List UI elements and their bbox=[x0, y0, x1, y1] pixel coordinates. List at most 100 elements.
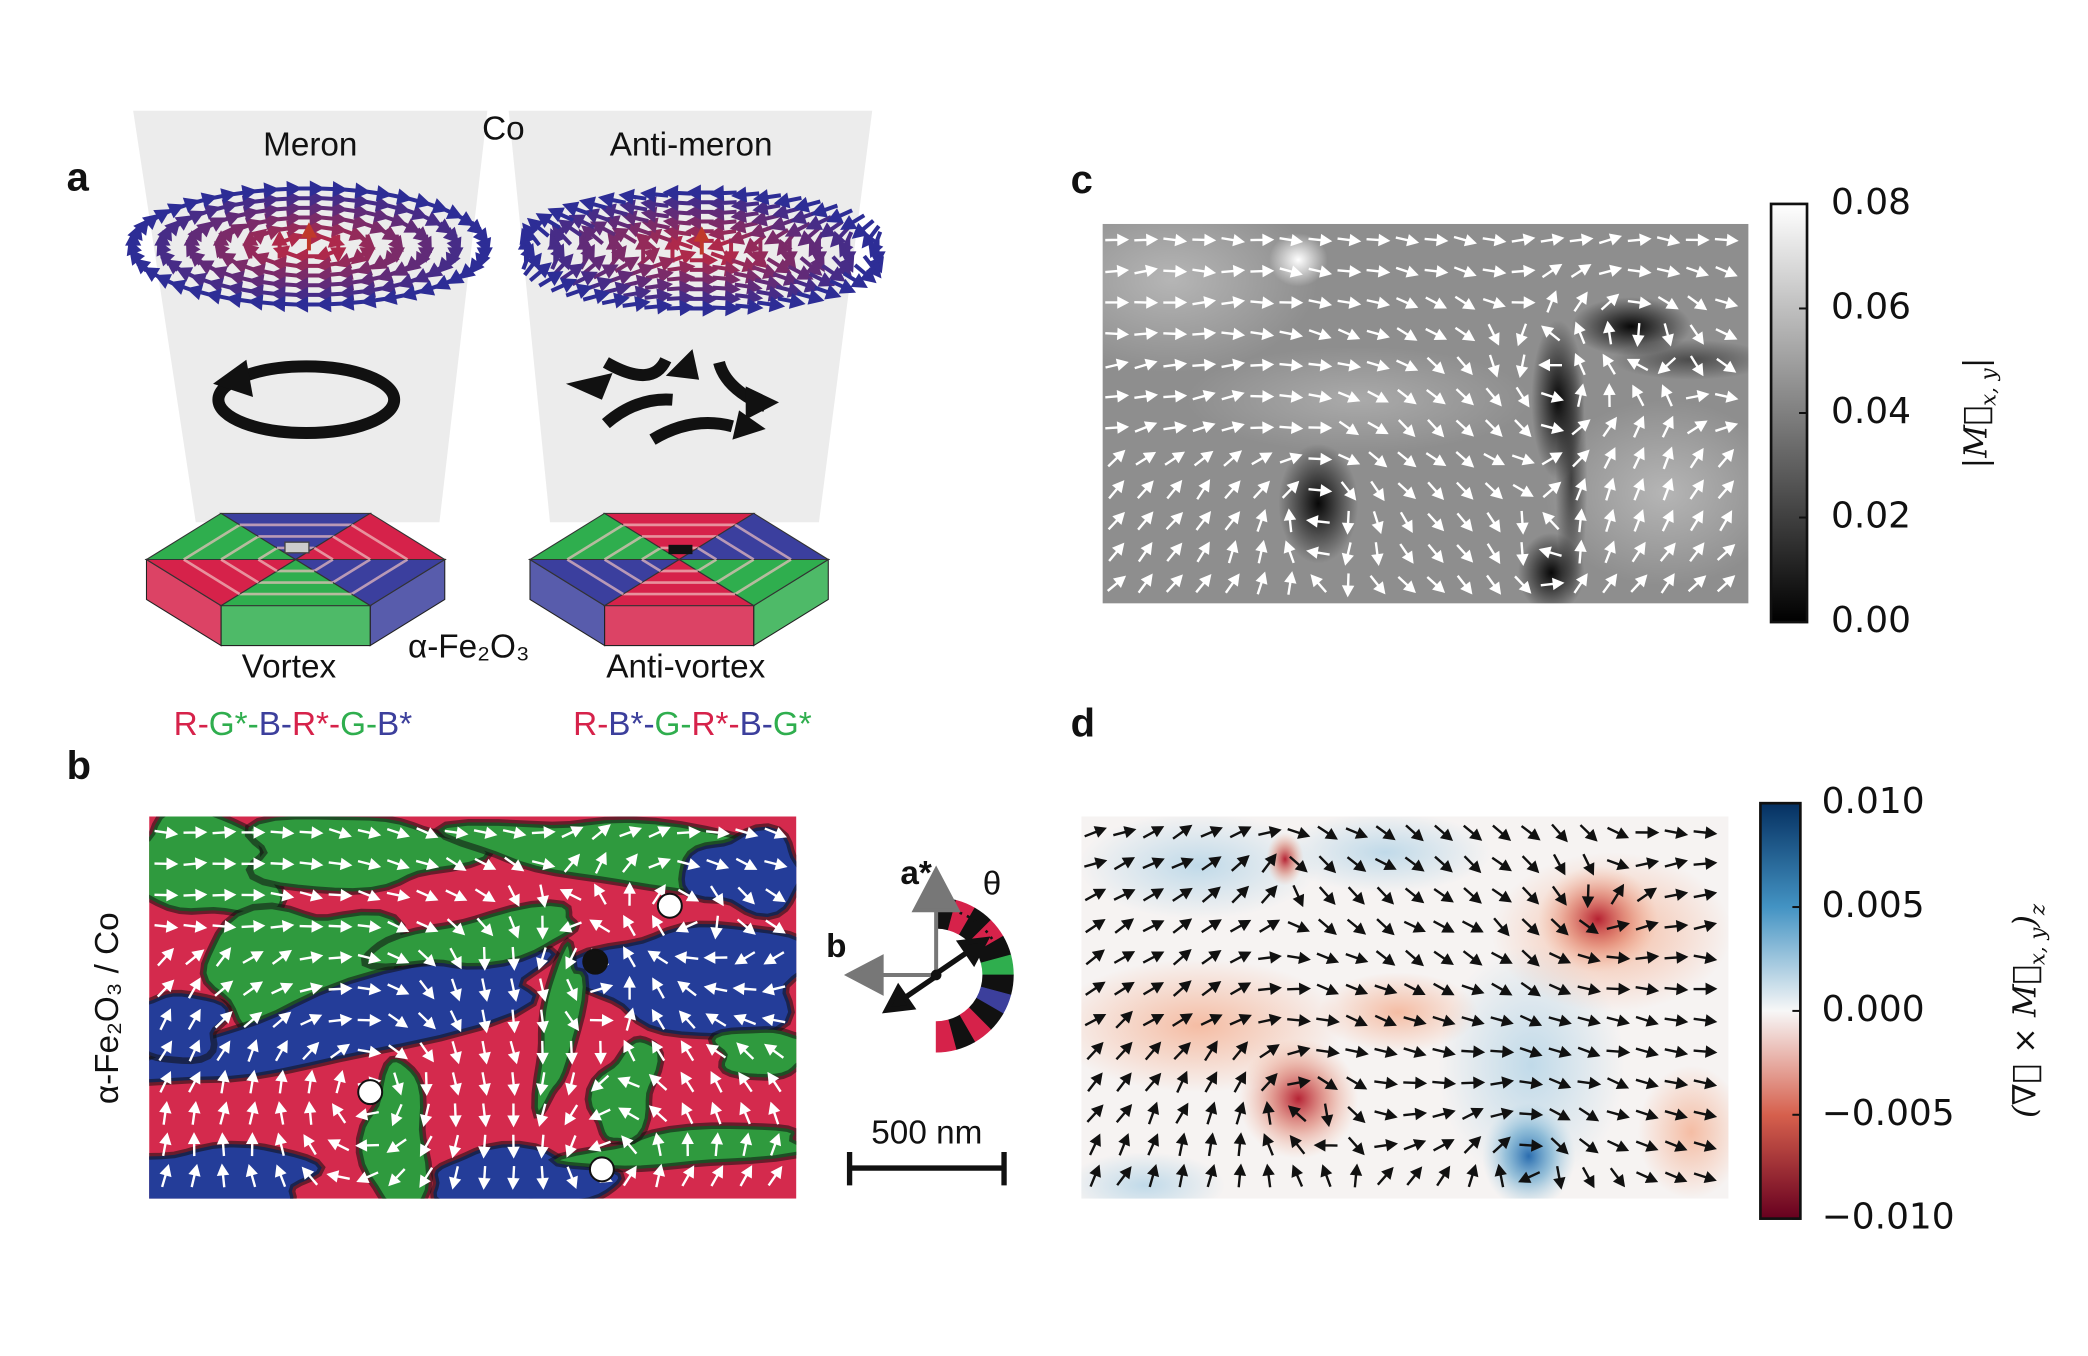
colorbar-tick-label: 0.08 bbox=[1831, 182, 1911, 223]
colorbar-tick-label: 0.06 bbox=[1831, 286, 1911, 327]
arrow bbox=[1171, 857, 1194, 870]
arrow bbox=[651, 914, 666, 937]
arrow bbox=[1582, 853, 1595, 876]
arrow bbox=[1664, 1045, 1689, 1058]
arrow bbox=[1550, 1137, 1569, 1155]
arrow bbox=[826, 208, 853, 223]
arrow bbox=[157, 947, 175, 967]
arrow bbox=[562, 201, 590, 217]
arrow bbox=[1493, 917, 1510, 937]
arrow bbox=[623, 285, 652, 302]
arrow bbox=[1175, 1163, 1189, 1188]
arrow bbox=[1662, 477, 1674, 501]
arrow bbox=[756, 285, 785, 302]
arrow bbox=[269, 295, 299, 313]
arrow bbox=[1147, 1133, 1159, 1156]
arrow bbox=[388, 1044, 409, 1060]
arrow bbox=[1578, 1107, 1600, 1122]
angle-arc bbox=[936, 907, 994, 940]
arrow bbox=[1484, 419, 1503, 437]
arrow bbox=[1200, 826, 1223, 838]
arrow bbox=[1255, 571, 1268, 595]
arrow bbox=[1337, 391, 1361, 403]
arrow bbox=[1279, 265, 1303, 278]
intensity-region bbox=[1102, 223, 1319, 374]
arrow bbox=[1166, 542, 1183, 562]
arrow bbox=[1113, 888, 1136, 901]
arrow bbox=[1163, 265, 1188, 278]
arrow bbox=[387, 983, 410, 996]
arrow bbox=[357, 826, 382, 839]
arrow bbox=[1661, 323, 1674, 347]
sequence-token: B*- bbox=[608, 706, 654, 743]
arrow bbox=[536, 1040, 549, 1065]
arrow bbox=[1284, 571, 1297, 595]
arrow bbox=[216, 1040, 231, 1062]
arrow bbox=[1287, 921, 1310, 933]
arrow bbox=[644, 288, 673, 305]
arrow bbox=[1374, 1108, 1398, 1121]
arrow bbox=[376, 266, 404, 282]
arrow bbox=[1308, 359, 1333, 372]
arrow bbox=[1114, 918, 1135, 934]
panel-label: a bbox=[67, 156, 90, 200]
arrow bbox=[1192, 265, 1217, 278]
domain bbox=[355, 1055, 433, 1199]
arrow bbox=[1399, 511, 1413, 533]
arrow bbox=[1463, 887, 1482, 904]
intensity-region bbox=[1571, 297, 1692, 356]
circulation-arrow bbox=[212, 360, 401, 439]
arrow bbox=[652, 977, 665, 999]
arrow bbox=[1113, 826, 1137, 839]
arrow bbox=[1511, 264, 1536, 278]
arrow bbox=[1084, 826, 1107, 838]
curl-region bbox=[1318, 972, 1479, 1053]
arrow bbox=[1516, 542, 1529, 567]
arrow bbox=[1403, 1139, 1427, 1151]
arrow bbox=[1105, 264, 1130, 278]
arrow bbox=[1260, 885, 1278, 904]
label-part: | bbox=[1956, 358, 1994, 369]
arrow bbox=[1715, 265, 1738, 278]
arrow bbox=[1542, 511, 1560, 531]
arrow bbox=[1287, 1045, 1311, 1058]
arrow bbox=[1318, 886, 1336, 905]
arrow bbox=[805, 215, 832, 230]
arrow bbox=[1491, 856, 1512, 872]
arrow bbox=[1714, 390, 1739, 403]
colorbar-tick-label: 0.010 bbox=[1822, 781, 1925, 822]
arrow bbox=[1367, 390, 1389, 403]
arrow bbox=[449, 978, 462, 1002]
arrow bbox=[1196, 479, 1211, 500]
arrow bbox=[336, 263, 366, 280]
sequence-token: G- bbox=[655, 706, 692, 743]
arrow bbox=[1490, 1076, 1515, 1089]
stripe bbox=[313, 558, 334, 573]
arrow bbox=[158, 1040, 173, 1062]
arrow bbox=[1540, 421, 1565, 435]
arrow bbox=[1548, 1014, 1572, 1027]
arrow bbox=[1491, 951, 1513, 964]
arrow bbox=[1349, 1163, 1363, 1188]
arrow bbox=[1635, 857, 1660, 870]
beam-label: Anti-meron bbox=[610, 126, 773, 163]
arrow bbox=[1346, 1076, 1368, 1090]
material-label: Co bbox=[482, 110, 525, 147]
arrow bbox=[445, 889, 468, 902]
arrow bbox=[1425, 327, 1448, 340]
arrow bbox=[185, 949, 205, 966]
arrow bbox=[1308, 296, 1333, 309]
arrow bbox=[1221, 421, 1245, 434]
arrow bbox=[1519, 1076, 1544, 1090]
arrow bbox=[1685, 233, 1710, 247]
arrow bbox=[1627, 233, 1652, 246]
arrow bbox=[359, 281, 388, 298]
arrow bbox=[419, 1135, 433, 1157]
prism-side bbox=[604, 605, 755, 647]
arrow bbox=[1262, 1101, 1275, 1125]
arrow bbox=[617, 1076, 640, 1089]
arrow bbox=[1632, 384, 1645, 407]
arrow bbox=[1205, 1163, 1218, 1188]
arrow bbox=[357, 858, 382, 871]
